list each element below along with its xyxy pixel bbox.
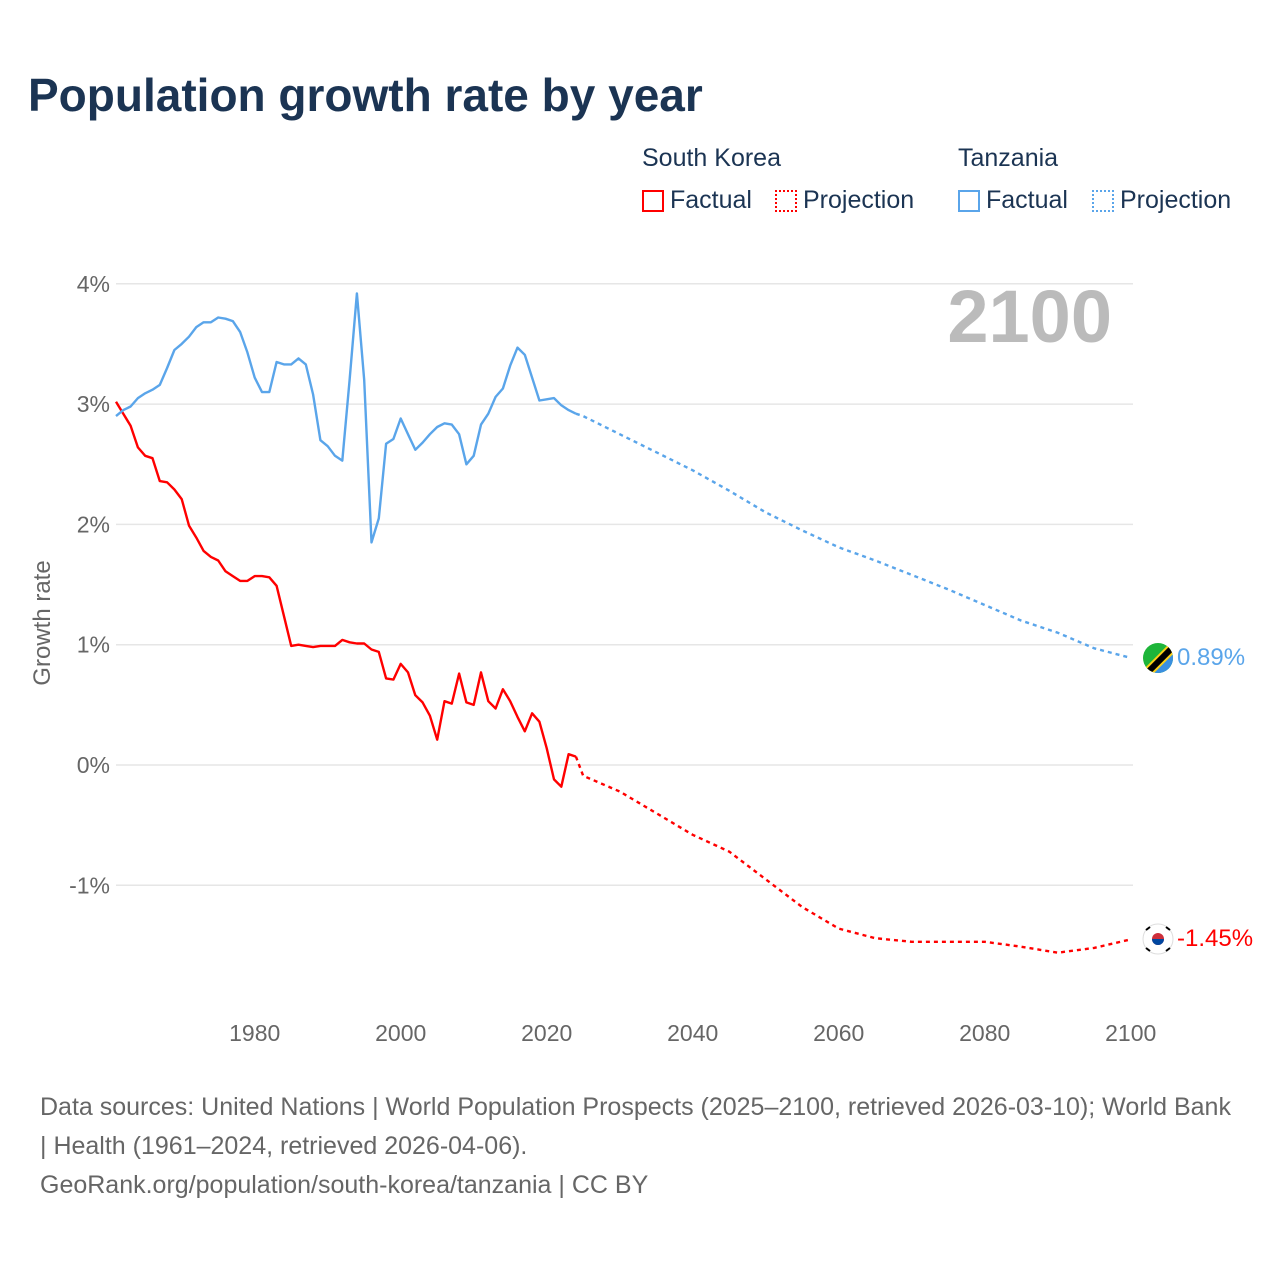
- legend-swatch: [1092, 190, 1114, 212]
- legend-swatch: [642, 190, 664, 212]
- series-tanzania-factual: [115, 292, 577, 544]
- credit-link[interactable]: GeoRank.org/population/south-korea/tanza…: [40, 1171, 649, 1199]
- y-tick-label: -1%: [69, 872, 110, 898]
- legend-group-south-korea: South Korea: [642, 144, 781, 172]
- footer: Data sources: United Nations | World Pop…: [40, 1088, 1240, 1205]
- y-tick-label: 4%: [77, 271, 110, 297]
- legend-tz-factual[interactable]: Factual: [958, 186, 1068, 215]
- south-korea-end-label: -1.45%: [1177, 925, 1253, 952]
- year-watermark: 2100: [947, 275, 1112, 358]
- legend-label: Factual: [670, 186, 752, 214]
- x-tick-label: 2040: [667, 1020, 718, 1046]
- legend-swatch: [958, 190, 980, 212]
- y-axis-label: Growth rate: [29, 560, 56, 685]
- y-tick-label: 0%: [77, 752, 110, 778]
- legend-sk-projection[interactable]: Projection: [775, 186, 914, 215]
- legend-tz-projection[interactable]: Projection: [1092, 186, 1231, 215]
- data-sources: Data sources: United Nations | World Pop…: [40, 1093, 1231, 1160]
- series-south-korea-factual: [114, 401, 577, 788]
- x-tick-label: 2020: [521, 1020, 572, 1046]
- legend-label: Factual: [986, 186, 1068, 214]
- y-tick-label: 2%: [77, 511, 110, 537]
- legend-group-tanzania: Tanzania: [958, 144, 1059, 172]
- plot-area: 4% 3% 2% 1% 0% -1% 1980 2000 2020 2040 2060 2080 210…: [29, 271, 1253, 1046]
- legend-label: Projection: [803, 186, 915, 214]
- x-tick-label: 2080: [959, 1020, 1010, 1046]
- legend-swatch: [775, 190, 797, 212]
- legend-label: Projection: [1120, 186, 1232, 214]
- tanzania-end-label: 0.89%: [1177, 644, 1245, 671]
- x-tick-label: 2000: [375, 1020, 426, 1046]
- tanzania-flag-icon: [1143, 643, 1173, 673]
- y-tick-label: 3%: [77, 391, 110, 417]
- legend-sk-factual[interactable]: Factual: [642, 186, 752, 215]
- x-tick-label: 2100: [1105, 1020, 1156, 1046]
- page-title: Population growth rate by year: [28, 69, 703, 121]
- series-tanzania-projection: [575, 412, 1132, 660]
- south-korea-flag-icon: [1142, 923, 1174, 955]
- y-tick-label: 1%: [77, 632, 110, 658]
- series-south-korea-projection: [574, 756, 1131, 954]
- x-tick-label: 2060: [813, 1020, 864, 1046]
- x-tick-label: 1980: [229, 1020, 280, 1046]
